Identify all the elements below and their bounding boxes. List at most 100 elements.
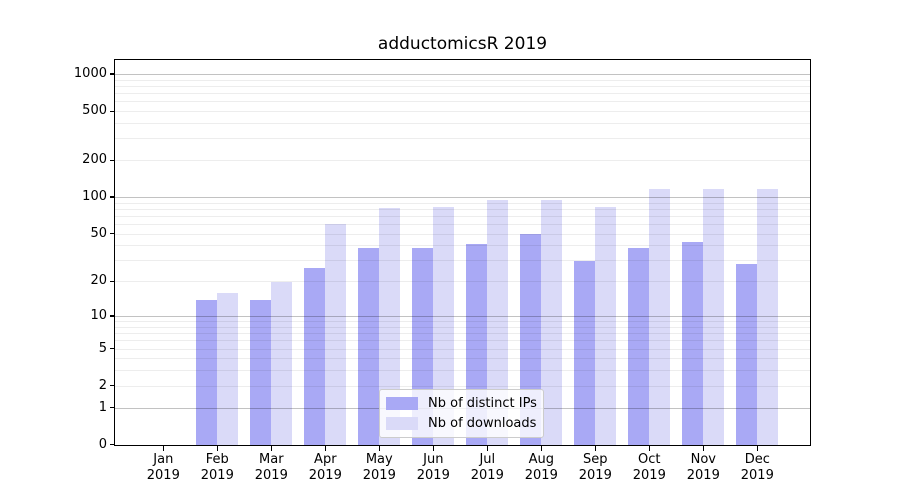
x-tick-label-sep: Sep 2019 (567, 452, 623, 484)
year-label: 2019 (632, 468, 666, 483)
year-label: 2019 (200, 468, 234, 483)
y-tick-label-200: 200 (82, 152, 107, 168)
x-tick-label-nov: Nov 2019 (675, 452, 731, 484)
month-label: Dec (744, 452, 770, 467)
gridline-1000 (115, 73, 810, 75)
gridline-500 (115, 111, 810, 113)
y-tick-mark (110, 406, 115, 409)
month-label: Aug (528, 452, 554, 467)
month-label: Feb (205, 452, 229, 467)
bar-ips-feb (196, 299, 218, 445)
bar-downloads-oct (649, 189, 671, 445)
bar-downloads-feb (217, 292, 239, 445)
month-label: Mar (259, 452, 284, 467)
month-label: Sep (583, 452, 608, 467)
y-tick-label-1000: 1000 (73, 65, 107, 81)
month-label: Nov (690, 452, 716, 467)
month-label: Jun (423, 452, 444, 467)
y-tick-mark (110, 315, 115, 317)
year-label: 2019 (470, 468, 504, 483)
bar-downloads-aug (541, 199, 563, 445)
x-tick-label-may: May 2019 (351, 452, 407, 484)
y-tick-label-100: 100 (82, 189, 107, 205)
x-tick-mark (702, 446, 704, 451)
gridline-9 (115, 321, 810, 323)
gridline-900 (115, 79, 810, 81)
legend-item-downloads: Nb of downloads (386, 416, 537, 431)
x-tick-label-mar: Mar 2019 (243, 452, 299, 484)
gridline-70 (115, 215, 810, 217)
y-tick-label-50: 50 (90, 225, 107, 241)
y-tick-label-2: 2 (98, 377, 107, 393)
bar-ips-nov (682, 241, 704, 445)
month-label: Jan (153, 452, 174, 467)
gridline-300 (115, 138, 810, 140)
gridline-600 (115, 101, 810, 103)
legend-label-downloads: Nb of downloads (428, 416, 537, 431)
year-label: 2019 (686, 468, 720, 483)
bar-downloads-may (379, 207, 401, 445)
x-tick-mark (378, 446, 380, 451)
month-label: Oct (638, 452, 661, 467)
y-tick-mark (110, 159, 115, 161)
gridline-90 (115, 202, 810, 204)
y-tick-label-20: 20 (90, 273, 107, 289)
bar-downloads-mar (271, 281, 293, 445)
x-tick-mark (162, 446, 164, 451)
gridline-100 (115, 197, 810, 199)
y-tick-mark (110, 73, 115, 75)
y-tick-mark (110, 196, 115, 198)
x-tick-label-jan: Jan 2019 (135, 452, 191, 484)
gridline-50 (115, 233, 810, 235)
gridline-60 (115, 224, 810, 226)
x-tick-mark (756, 446, 758, 451)
x-tick-label-oct: Oct 2019 (621, 452, 677, 484)
gridline-30 (115, 260, 810, 262)
x-tick-label-apr: Apr 2019 (297, 452, 353, 484)
bar-ips-mar (250, 299, 272, 445)
gridline-7 (115, 333, 810, 335)
gridline-8 (115, 326, 810, 328)
x-tick-mark (432, 446, 434, 451)
x-tick-mark (216, 446, 218, 451)
year-label: 2019 (362, 468, 396, 483)
legend: Nb of distinct IPs Nb of downloads (379, 389, 544, 438)
month-label: Jul (479, 452, 496, 467)
y-tick-label-10: 10 (90, 308, 107, 324)
x-tick-mark (270, 446, 272, 451)
gridline-80 (115, 208, 810, 210)
bar-ips-sep (574, 260, 596, 445)
gridline-700 (115, 93, 810, 95)
x-tick-label-aug: Aug 2019 (513, 452, 569, 484)
y-tick-label-5: 5 (98, 340, 107, 356)
x-tick-mark (540, 446, 542, 451)
x-tick-label-jul: Jul 2019 (459, 452, 515, 484)
year-label: 2019 (254, 468, 288, 483)
year-label: 2019 (524, 468, 558, 483)
year-label: 2019 (578, 468, 612, 483)
gridline-3 (115, 370, 810, 372)
legend-swatch-distinct-ips (386, 397, 418, 410)
year-label: 2019 (308, 468, 342, 483)
bar-downloads-sep (595, 207, 617, 445)
bar-ips-may (358, 248, 380, 445)
gridline-2 (115, 385, 810, 387)
y-tick-mark (110, 444, 115, 446)
gridline-4 (115, 358, 810, 360)
x-tick-label-jun: Jun 2019 (405, 452, 461, 484)
bar-downloads-nov (703, 189, 725, 445)
y-tick-label-0: 0 (98, 436, 107, 452)
gridline-20 (115, 281, 810, 283)
year-label: 2019 (416, 468, 450, 483)
gridline-800 (115, 85, 810, 87)
x-tick-label-dec: Dec 2019 (729, 452, 785, 484)
month-label: May (365, 452, 393, 467)
x-tick-mark (594, 446, 596, 451)
y-tick-mark (110, 347, 115, 350)
y-tick-mark (110, 233, 115, 235)
gridline-40 (115, 245, 810, 247)
x-tick-mark (324, 446, 326, 451)
bar-ips-oct (628, 248, 650, 445)
gridline-200 (115, 160, 810, 162)
